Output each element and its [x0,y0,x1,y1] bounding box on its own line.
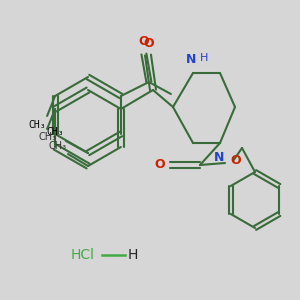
Text: H: H [128,248,138,262]
Text: CH₃: CH₃ [49,141,67,151]
Text: CH₃: CH₃ [38,132,56,142]
Text: O: O [154,158,165,172]
Text: H: H [200,53,208,63]
Text: O: O [144,37,154,50]
Text: CH₃: CH₃ [46,127,64,137]
Text: O: O [139,35,149,48]
Text: O: O [230,154,241,167]
Text: N: N [186,53,196,66]
Text: N: N [214,151,224,164]
Text: CH₃: CH₃ [28,120,46,130]
Text: HCl: HCl [71,248,95,262]
